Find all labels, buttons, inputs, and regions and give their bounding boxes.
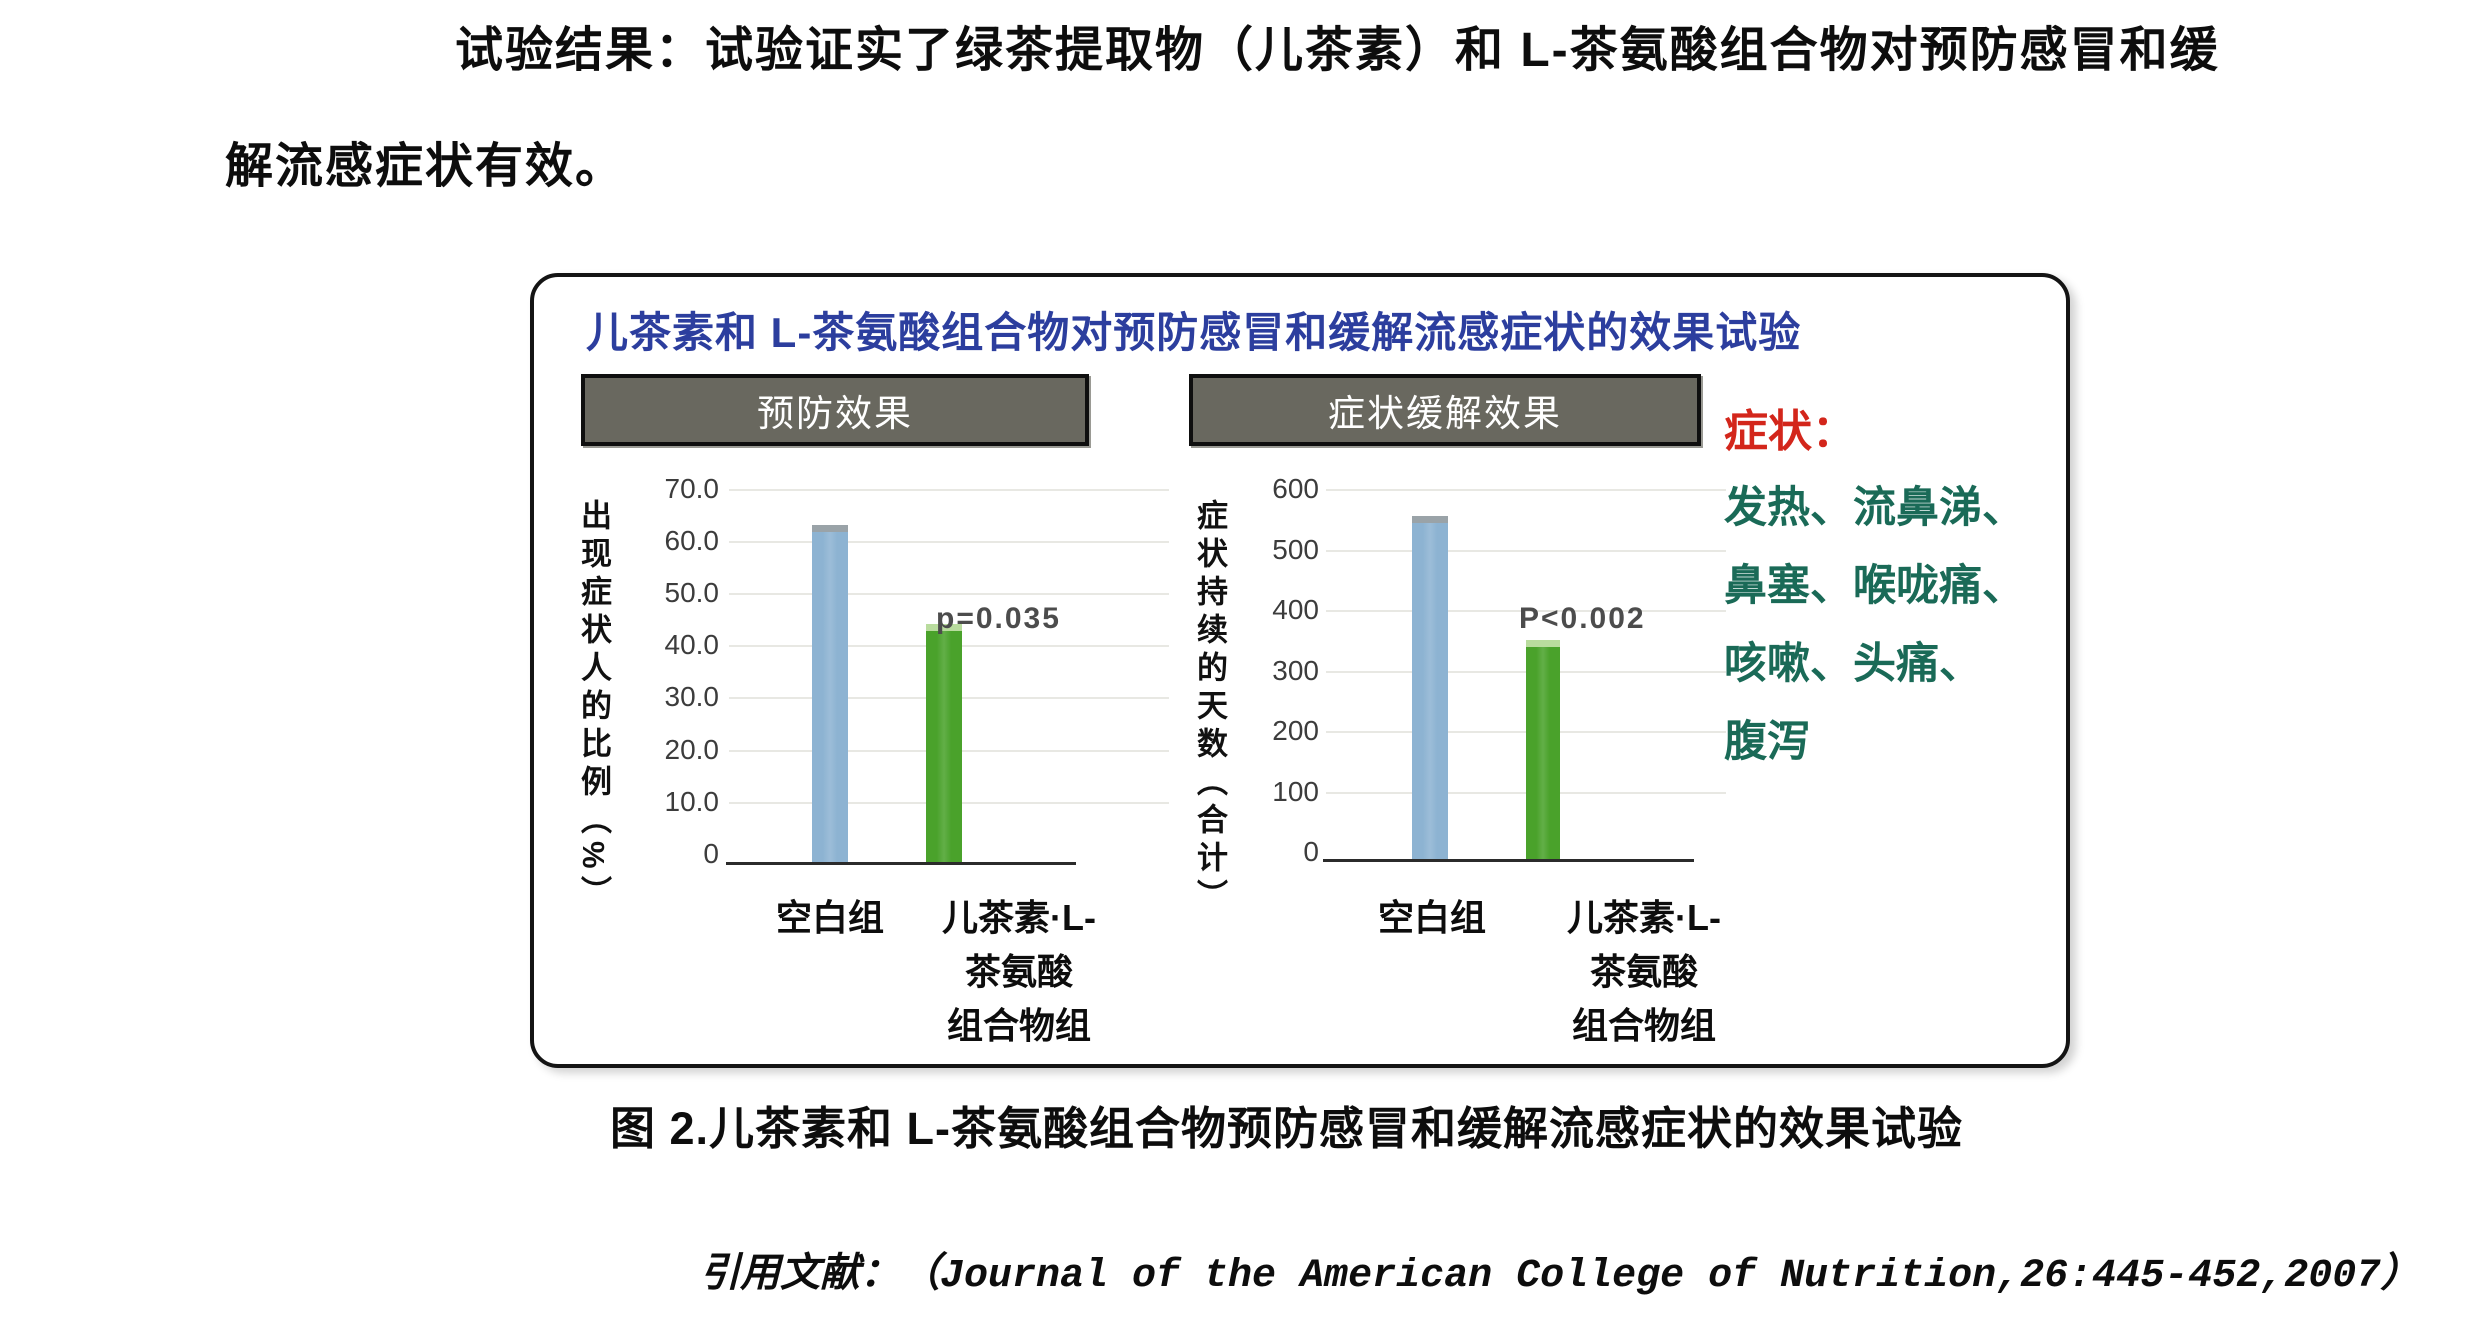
panel-header-prevention: 预防效果 xyxy=(581,374,1089,446)
bar-top-cap xyxy=(812,525,848,533)
figure-caption: 图 2.儿茶素和 L-茶氨酸组合物预防感冒和缓解流感症状的效果试验 xyxy=(610,1103,1964,1154)
gridline xyxy=(1326,610,1726,612)
x-category-label: 儿茶素·L-茶氨酸 组合物组 xyxy=(1567,897,1721,1046)
y-tick-label: 100 xyxy=(1272,775,1319,807)
symptom-line: 咳嗽、头痛、 xyxy=(1724,640,1982,688)
y-tick-label: 400 xyxy=(1272,594,1319,625)
y-axis-label: 症状持续的天数（合计） xyxy=(1192,499,1227,917)
y-axis-label: 出现症状人的比例（%） xyxy=(576,499,611,914)
y-tick-label: 10.0 xyxy=(664,785,720,817)
symptom-line: 鼻塞、喉咙痛、 xyxy=(1724,562,2025,610)
citation-reference: 引用文献：（Journal of the American College of… xyxy=(700,1254,2421,1299)
panel-header-symptom-relief-label: 症状缓解效果 xyxy=(1328,393,1562,434)
panel-header-prevention-label: 预防效果 xyxy=(757,393,913,434)
combination-group-bar xyxy=(1526,640,1560,859)
symptom-line: 腹泻 xyxy=(1724,718,1810,766)
figure-title: 儿茶素和 L-茶氨酸组合物对预防感冒和缓解流感症状的效果试验 xyxy=(586,309,1802,356)
symptom-list-heading: 症状： xyxy=(1724,407,1856,456)
symptom-list: 症状： 发热、流鼻涕、 鼻塞、喉咙痛、 咳嗽、头痛、 腹泻 xyxy=(1724,395,2054,781)
bar-top-cap xyxy=(1412,516,1448,524)
bar-top-cap xyxy=(926,624,962,632)
y-tick-label: 30.0 xyxy=(664,681,720,713)
paragraph-line-1: 试验结果：试验证实了绿茶提取物（儿茶素）和 L-茶氨酸组合物对预防感冒和缓 xyxy=(455,24,2220,77)
prevention-bar-chart: 出现症状人的比例（%） 70.0 60.0 50.0 40.0 30.0 20.0 10.0 0… xyxy=(564,459,1204,1046)
symptom-line: 发热、流鼻涕、 xyxy=(1724,484,2025,532)
p-value-annotation: P<0.002 xyxy=(1519,602,1646,635)
y-tick-label: 50.0 xyxy=(664,577,720,609)
gridline xyxy=(1326,549,1726,552)
y-tick-label: 0 xyxy=(703,837,719,869)
gridline xyxy=(1326,489,1726,491)
y-tick-label: 600 xyxy=(1272,473,1319,504)
y-tick-label: 20.0 xyxy=(664,733,720,765)
symptom-relief-bar-chart: 症状持续的天数（合计） 600 500 400 300 200 100 0 空白组 儿茶素·L-茶… xyxy=(1174,459,1814,1046)
x-category-label: 空白组 xyxy=(775,897,885,938)
gridline xyxy=(729,593,1169,596)
y-tick-label: 500 xyxy=(1272,533,1319,565)
y-tick-label: 0 xyxy=(1303,836,1319,867)
x-category-label: 儿茶素·L-茶氨酸 组合物组 xyxy=(942,897,1096,1046)
x-axis-line xyxy=(1323,859,1694,862)
y-tick-label: 200 xyxy=(1272,715,1319,746)
y-tick-label: 40.0 xyxy=(664,629,720,661)
combination-group-bar xyxy=(926,624,962,862)
control-group-bar xyxy=(812,525,848,862)
p-value-annotation: p=0.035 xyxy=(936,602,1061,635)
gridline xyxy=(729,489,1169,491)
x-axis-line xyxy=(726,862,1076,865)
y-tick-label: 60.0 xyxy=(664,525,720,557)
x-category-label: 空白组 xyxy=(1377,897,1487,938)
control-group-bar xyxy=(1412,516,1448,859)
gridline xyxy=(729,541,1169,544)
figure-panel: 儿茶素和 L-茶氨酸组合物对预防感冒和缓解流感症状的效果试验 预防效果 症状缓解… xyxy=(530,273,2070,1068)
panel-header-symptom-relief: 症状缓解效果 xyxy=(1189,374,1701,446)
paragraph-line-2: 解流感症状有效。 xyxy=(225,140,626,193)
bar-top-cap xyxy=(1526,640,1560,648)
y-tick-label: 300 xyxy=(1272,654,1319,686)
y-tick-label: 70.0 xyxy=(664,473,720,504)
